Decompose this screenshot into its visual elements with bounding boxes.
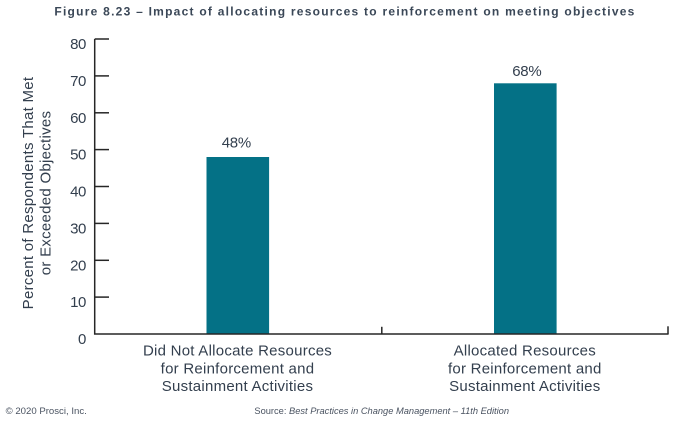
svg-text:68%: 68% xyxy=(512,63,541,80)
svg-text:40: 40 xyxy=(70,184,86,201)
svg-text:Sustainment Activities: Sustainment Activities xyxy=(162,378,313,395)
svg-text:70: 70 xyxy=(70,73,86,90)
svg-text:Allocated Resources: Allocated Resources xyxy=(454,343,596,360)
svg-text:Did Not Allocate Resources: Did Not Allocate Resources xyxy=(143,343,332,360)
svg-text:0: 0 xyxy=(78,331,86,348)
svg-text:48%: 48% xyxy=(222,134,251,151)
svg-text:50: 50 xyxy=(70,147,86,164)
svg-text:or Exceeded Objectives: or Exceeded Objectives xyxy=(37,111,54,276)
svg-text:for Reinforcement and: for Reinforcement and xyxy=(448,360,602,377)
svg-text:Source: Best Practices in Chan: Source: Best Practices in Change Managem… xyxy=(254,406,509,416)
svg-text:Percent of Respondents That Me: Percent of Respondents That Met xyxy=(20,76,37,309)
svg-text:Sustainment Activities: Sustainment Activities xyxy=(449,378,600,395)
svg-text:for Reinforcement and: for Reinforcement and xyxy=(161,360,315,377)
svg-text:80: 80 xyxy=(70,36,86,53)
svg-text:60: 60 xyxy=(70,110,86,127)
svg-text:20: 20 xyxy=(70,257,86,274)
svg-text:10: 10 xyxy=(70,294,86,311)
svg-text:Figure 8.23 – Impact of alloca: Figure 8.23 – Impact of allocating resou… xyxy=(54,5,635,19)
svg-text:30: 30 xyxy=(70,221,86,238)
svg-text:© 2020 Prosci, Inc.: © 2020 Prosci, Inc. xyxy=(6,406,87,417)
